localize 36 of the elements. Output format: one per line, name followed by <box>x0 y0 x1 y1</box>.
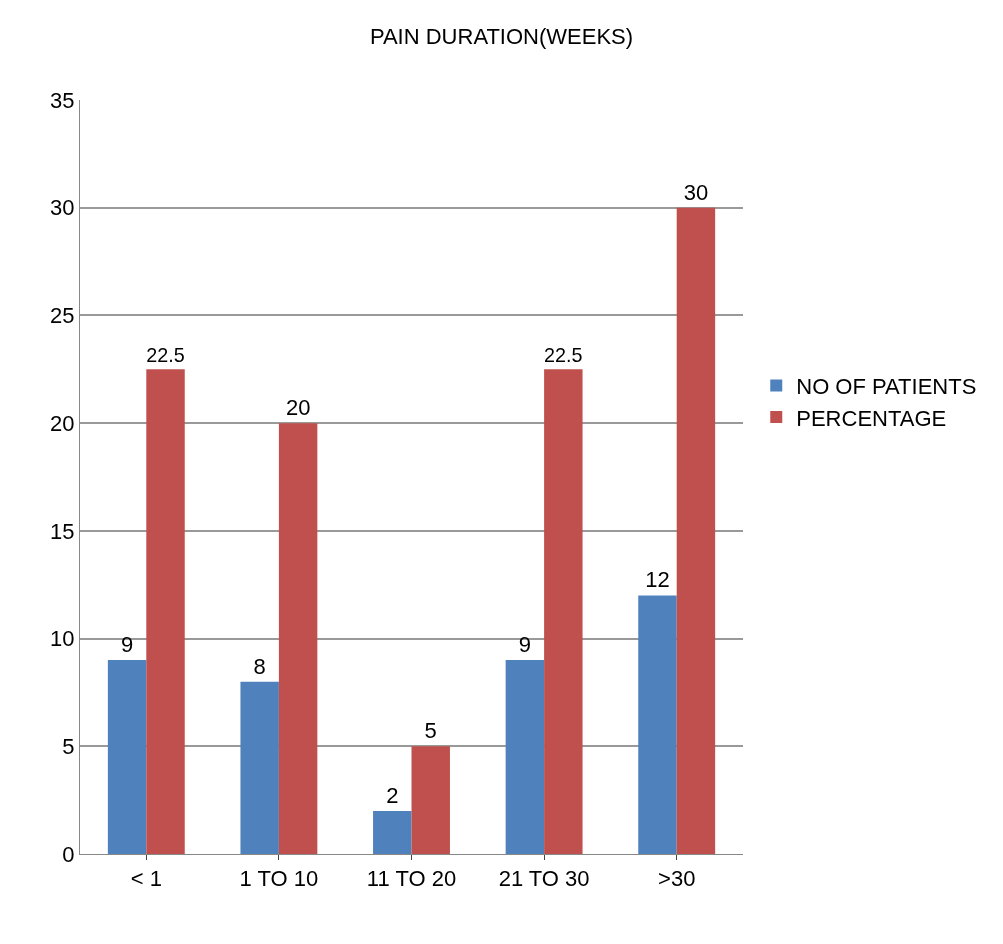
legend-label: PERCENTAGE <box>796 405 947 431</box>
y-tick-label: 0 <box>62 841 75 867</box>
bar <box>107 660 147 854</box>
x-tick-label: 11 TO 20 <box>366 866 457 892</box>
bar <box>146 369 185 854</box>
y-tick-label: 15 <box>50 518 75 544</box>
data-label: 22.5 <box>544 343 583 366</box>
bar <box>544 369 583 854</box>
legend-label: NO OF PATIENTS <box>796 373 977 399</box>
x-tick-label: 1 TO 10 <box>239 866 319 892</box>
data-label: 30 <box>683 179 709 205</box>
bar <box>411 746 450 854</box>
bar <box>676 207 716 854</box>
data-label: 9 <box>120 632 134 658</box>
data-label: 5 <box>424 718 437 744</box>
y-tick-label: 30 <box>50 195 75 221</box>
data-label: 8 <box>253 653 266 679</box>
data-label: 20 <box>285 395 311 421</box>
y-tick-label: 10 <box>50 626 75 652</box>
bar <box>505 660 545 854</box>
y-tick-label: 5 <box>62 733 75 759</box>
y-tick-label: 20 <box>50 410 75 436</box>
bar <box>373 810 412 854</box>
x-tick-label: >30 <box>658 866 696 892</box>
x-tick-label: < 1 <box>130 866 162 892</box>
bar <box>638 595 677 854</box>
y-tick-label: 25 <box>50 303 75 329</box>
bar <box>278 423 318 854</box>
data-label: 12 <box>645 567 670 593</box>
data-label: 2 <box>386 782 399 808</box>
x-tick-label: 21 TO 30 <box>498 866 590 892</box>
data-label: 22.5 <box>146 343 185 366</box>
chart-title: PAIN DURATION(WEEKS) <box>369 23 634 49</box>
y-tick-label: 35 <box>50 87 75 113</box>
bar <box>240 681 279 854</box>
data-label: 9 <box>518 632 531 658</box>
